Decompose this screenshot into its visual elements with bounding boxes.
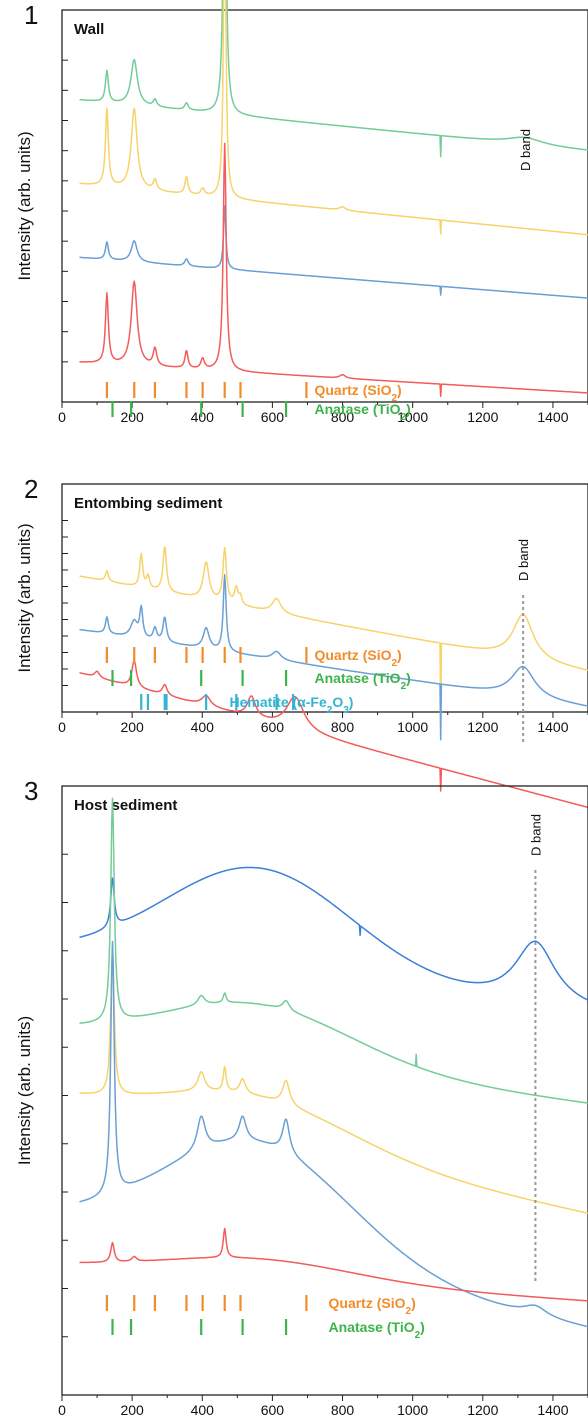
reference-label: Anatase (TiO2) xyxy=(314,401,410,423)
panel-title: Wall xyxy=(74,21,104,38)
y-axis-label: Intensity (arb. units) xyxy=(15,523,34,672)
x-tick-label: 0 xyxy=(58,409,66,425)
panel-number: 3 xyxy=(24,776,38,806)
y-axis-label: Intensity (arb. units) xyxy=(15,131,34,280)
spectrum-line-5 xyxy=(79,1227,588,1302)
x-tick-label: 0 xyxy=(58,1402,66,1417)
reference-label: Hematite (α-Fe2O3) xyxy=(229,694,353,716)
reference-label: Anatase (TiO2) xyxy=(329,1319,425,1341)
spectrum-line-1 xyxy=(79,546,588,727)
x-tick-label: 600 xyxy=(261,409,285,425)
spectrum-line-4 xyxy=(79,142,588,398)
x-tick-label: 1400 xyxy=(537,409,568,425)
d-band-label: D band xyxy=(518,129,533,171)
x-tick-label: 800 xyxy=(331,409,355,425)
reference-label: Quartz (SiO2) xyxy=(329,1295,416,1317)
spectrum-line-3 xyxy=(79,205,588,299)
x-tick-label: 400 xyxy=(191,409,215,425)
x-tick-label: 800 xyxy=(331,1402,355,1417)
panel-2: 2 Entombing sediment Intensity (arb. units… xyxy=(15,474,588,809)
panel-title: Host sediment xyxy=(74,797,177,814)
spectrum-line-1 xyxy=(79,0,588,158)
x-tick-label: 1200 xyxy=(467,409,498,425)
y-axis-label: Intensity (arb. units) xyxy=(15,1016,34,1165)
x-tick-label: 600 xyxy=(261,1402,285,1417)
x-tick-label: 200 xyxy=(120,719,144,735)
x-tick-label: 400 xyxy=(191,719,215,735)
x-tick-label: 1400 xyxy=(537,719,568,735)
spectrum-line-4 xyxy=(79,940,588,1328)
x-tick-label: 600 xyxy=(261,719,285,735)
x-tick-label: 200 xyxy=(120,409,144,425)
x-tick-label: 1000 xyxy=(397,1402,428,1417)
reference-label: Quartz (SiO2) xyxy=(314,647,401,669)
x-tick-label: 1000 xyxy=(397,719,428,735)
reference-label: Anatase (TiO2) xyxy=(314,670,410,692)
d-band-label: D band xyxy=(528,814,543,856)
spectrum-line-1 xyxy=(79,866,588,1001)
x-tick-label: 1400 xyxy=(537,1402,568,1417)
panel-3: 3 Host sediment Intensity (arb. units) 0 200… xyxy=(15,776,588,1417)
spectrum-line-2 xyxy=(79,0,588,236)
panel-1: 1 Wall Intensity (arb. units) 0 200 400 600 800… xyxy=(15,0,588,425)
x-tick-label: 1200 xyxy=(467,1402,498,1417)
spectrum-line-2 xyxy=(79,797,588,1104)
spectrum-line-3 xyxy=(79,948,588,1215)
x-tick-label: 400 xyxy=(191,1402,215,1417)
x-tick-label: 1000 xyxy=(397,409,428,425)
d-band-label: D band xyxy=(516,539,531,581)
panel-title: Entombing sediment xyxy=(74,495,222,512)
panel-number: 2 xyxy=(24,474,38,504)
x-tick-label: 1200 xyxy=(467,719,498,735)
x-tick-label: 200 xyxy=(120,1402,144,1417)
panel-number: 1 xyxy=(24,0,38,30)
x-tick-label: 800 xyxy=(331,719,355,735)
plot-frame xyxy=(61,9,588,403)
plot-frame xyxy=(61,483,588,713)
reference-label: Quartz (SiO2) xyxy=(314,382,401,404)
plot-frame xyxy=(61,785,588,1396)
x-tick-label: 0 xyxy=(58,719,66,735)
spectrum-line-2 xyxy=(79,574,588,741)
spectrum-line-3 xyxy=(79,659,588,809)
